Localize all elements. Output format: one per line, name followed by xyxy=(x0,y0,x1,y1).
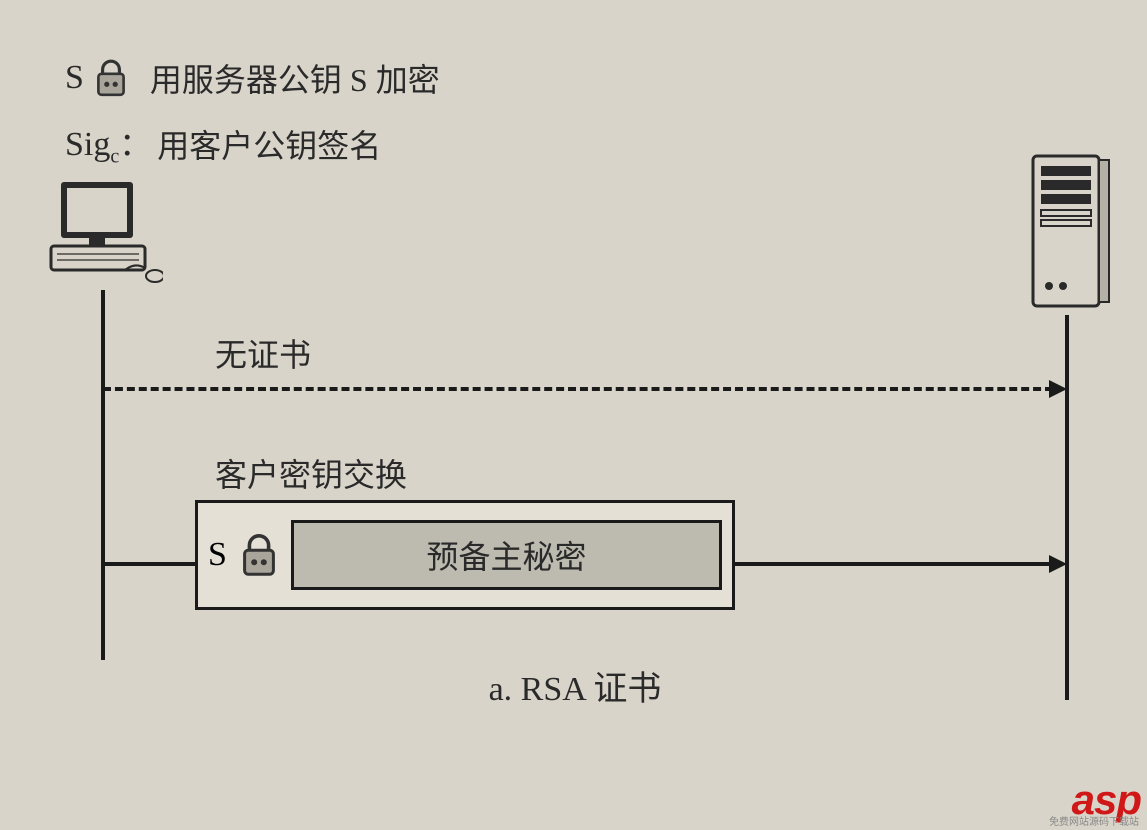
legend-sign-row: Sigc： 用客户公钥签名 xyxy=(65,119,440,168)
premaster-secret-box: 预备主秘密 xyxy=(291,520,722,590)
lock-icon xyxy=(90,57,132,99)
sequence-diagram: 无证书 客户密钥交换 S 预备主秘密 a. RSA 证书 xyxy=(65,180,1085,740)
msg2-label: 客户密钥交换 xyxy=(215,450,407,496)
server-tower-icon xyxy=(1025,150,1115,320)
msg2-arrow-right xyxy=(735,555,1067,573)
arrowhead-icon xyxy=(1049,380,1067,398)
legend-encrypt-text: 用服务器公钥 S 加密 xyxy=(150,55,440,101)
legend-block: S 用服务器公钥 S 加密 Sigc： 用客户公钥签名 xyxy=(65,55,440,186)
lock-icon xyxy=(235,531,283,579)
legend-s-label: S xyxy=(65,59,84,97)
diagram-caption: a. RSA 证书 xyxy=(65,661,1085,710)
legend-sig-label: Sigc： xyxy=(65,119,151,168)
client-lifeline xyxy=(101,290,105,660)
legend-sign-text: 用客户公钥签名 xyxy=(157,121,381,167)
legend-encrypt-row: S 用服务器公钥 S 加密 xyxy=(65,55,440,101)
msg1-label: 无证书 xyxy=(215,330,311,376)
box-s-label: S xyxy=(208,536,227,574)
server-lifeline xyxy=(1065,315,1069,700)
key-exchange-box: S 预备主秘密 xyxy=(195,500,735,610)
msg2-arrow-left xyxy=(103,555,197,573)
msg1-arrow xyxy=(103,380,1067,398)
client-computer-icon xyxy=(43,180,163,290)
watermark-subtext: 免费网站源码下载站 xyxy=(1049,813,1139,828)
arrowhead-icon xyxy=(1049,555,1067,573)
